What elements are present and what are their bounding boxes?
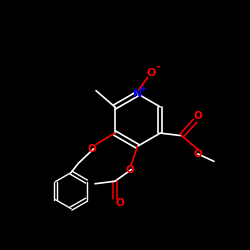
Text: -: - [155, 62, 160, 72]
Text: +: + [140, 84, 146, 93]
Text: O: O [116, 198, 124, 207]
Text: N: N [133, 89, 142, 99]
Text: O: O [126, 165, 134, 175]
Text: O: O [87, 144, 96, 154]
Text: O: O [146, 68, 156, 78]
Text: O: O [193, 149, 202, 160]
Text: O: O [193, 111, 202, 121]
